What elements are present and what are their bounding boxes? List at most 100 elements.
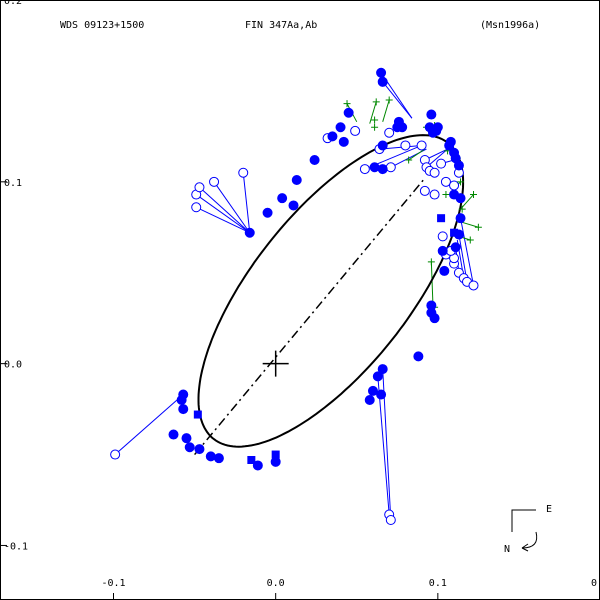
filled-circle-point [277, 193, 288, 204]
filled-circle-point [338, 136, 349, 147]
green-plus-point [371, 123, 379, 131]
filled-circle-point [369, 162, 380, 173]
open-circle-point [191, 202, 202, 213]
open-circle-point [419, 185, 430, 196]
green-plus-point [458, 205, 466, 213]
filled-circle-point [377, 140, 388, 151]
x-tick-label: 0.0 [267, 578, 285, 589]
green-plus-point [457, 178, 465, 186]
residual-line [195, 194, 251, 234]
filled-circle-point [437, 245, 448, 256]
filled-circle-point [377, 364, 388, 375]
filled-square-point [271, 450, 280, 459]
open-circle-point [359, 164, 370, 175]
wds-designation: WDS 09123+1500 [60, 20, 144, 31]
filled-circle-point [372, 371, 383, 382]
open-circle-point [436, 158, 447, 169]
open-circle-point [384, 127, 395, 138]
residual-line [199, 186, 251, 234]
filled-circle-point [213, 453, 224, 464]
residual-line [369, 101, 377, 124]
residual-line [213, 181, 251, 234]
compass-arrow [521, 531, 538, 549]
green-plus-point [474, 223, 482, 231]
filled-square-point [193, 410, 202, 419]
y-tick-label: 0.0 [4, 360, 22, 371]
filled-circle-point [309, 155, 320, 165]
y-tick-label: 0.1 [4, 178, 22, 189]
filled-circle-point [252, 460, 263, 471]
compass-north-label: N [504, 544, 510, 555]
filled-circle-point [244, 227, 255, 238]
filled-circle-point [376, 67, 387, 78]
open-circle-point [416, 140, 427, 151]
filled-circle-point [184, 442, 195, 453]
primary-cross [262, 350, 289, 377]
residual-line [458, 194, 474, 212]
reference-code: (Msn1996a) [480, 20, 540, 31]
green-plus-point [405, 156, 413, 164]
filled-circle-point [327, 131, 338, 142]
open-circle-point [440, 176, 451, 187]
open-circle-point [468, 280, 479, 291]
filled-circle-point [343, 107, 354, 118]
residual-line [196, 206, 250, 234]
x-tick-label: -0.1 [101, 578, 125, 589]
residual-line [460, 218, 475, 286]
residual-line [114, 394, 184, 455]
filled-circle-point [367, 385, 378, 396]
open-circle-point [350, 125, 361, 136]
filled-circle-point [178, 404, 189, 415]
filled-circle-point [445, 136, 456, 147]
residual-line [382, 99, 390, 122]
filled-square-point [437, 214, 446, 223]
filled-circle-point [335, 122, 346, 133]
filled-circle-point [176, 395, 187, 405]
open-circle-point [400, 140, 411, 151]
open-circle-point [209, 176, 220, 187]
line-of-nodes [194, 177, 426, 456]
filled-circle-point [364, 395, 375, 405]
filled-circle-point [376, 389, 387, 400]
green-plus-point [385, 96, 393, 104]
filled-circle-point [291, 175, 302, 185]
compass-east-label: E [546, 504, 552, 515]
filled-circle-point [288, 200, 299, 211]
green-plus-point [466, 236, 474, 244]
filled-circle-point [262, 207, 273, 218]
open-circle-point [429, 167, 440, 178]
open-circle-point [429, 189, 440, 200]
open-circle-point [385, 162, 396, 173]
filled-circle-point [181, 433, 192, 444]
measurement-points [110, 67, 482, 525]
open-circle-point [437, 231, 448, 242]
open-circle-point [194, 182, 205, 193]
residual-line [242, 172, 251, 233]
pair-name: FIN 347Aa,Ab [245, 20, 317, 31]
green-plus-point [427, 258, 435, 266]
filled-circle-point [455, 213, 466, 224]
residual-line [382, 81, 413, 119]
filled-circle-point [426, 109, 437, 120]
open-circle-point [385, 515, 396, 525]
filled-circle-point [377, 164, 388, 175]
filled-square-point [247, 456, 256, 464]
filled-circle-point [455, 193, 466, 204]
x-tick-label: 0.2 [591, 578, 600, 589]
y-tick-label: 0.2 [4, 0, 22, 7]
line-of-nodes-segment [194, 177, 426, 456]
filled-circle-point [413, 351, 424, 362]
x-tick-label: 0.1 [429, 578, 447, 589]
open-circle-point [238, 167, 249, 178]
filled-circle-point [426, 307, 437, 318]
filled-circle-point [453, 160, 464, 171]
y-tick-label: -0.1 [4, 541, 28, 552]
filled-circle-point [194, 444, 205, 455]
primary-star-marker [262, 350, 289, 377]
green-plus-point [372, 98, 380, 106]
compass-axes [511, 509, 536, 532]
green-plus-point [371, 116, 379, 124]
